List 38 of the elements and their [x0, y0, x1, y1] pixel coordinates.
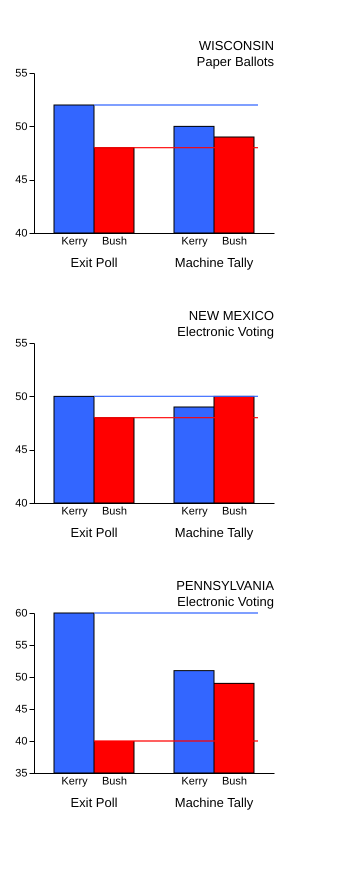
- text: Machine Tally: [174, 255, 254, 270]
- x-tick-label: Kerry: [61, 776, 88, 788]
- chart-title: NEW MEXICO: [188, 308, 274, 323]
- y-tick-label: 50: [15, 120, 28, 133]
- x-tick-label: Bush: [222, 506, 248, 518]
- chart-subtitle: Paper Ballots: [196, 54, 274, 69]
- x-tick-label: Bush: [102, 776, 128, 788]
- x-tick-label: Kerry: [181, 776, 208, 788]
- y-tick-label: 40: [15, 498, 28, 510]
- y-tick-label: 40: [15, 736, 28, 748]
- y-tick-label: 50: [15, 390, 28, 403]
- text: Machine Tally: [174, 795, 254, 810]
- y-tick-label: 40: [15, 228, 28, 240]
- x-tick-label: Bush: [222, 236, 248, 248]
- chart-title: PENNSYLVANIA: [176, 578, 274, 593]
- x-tick-label: Kerry: [61, 236, 88, 248]
- y-tick-label: 35: [15, 768, 28, 780]
- y-tick-label: 55: [15, 640, 28, 652]
- x-tick-label: Bush: [222, 776, 248, 788]
- y-tick-label: 45: [15, 174, 28, 186]
- y-tick-label: 55: [15, 338, 28, 350]
- y-tick-label: 60: [15, 608, 28, 620]
- chart-subtitle: Electronic Voting: [177, 324, 274, 339]
- text: Exit Poll: [70, 525, 118, 540]
- x-tick-label: Kerry: [181, 506, 208, 518]
- y-tick-label: 45: [15, 444, 28, 456]
- y-tick-label: 45: [15, 704, 28, 716]
- text: Exit Poll: [70, 795, 118, 810]
- y-tick-label: 55: [15, 68, 28, 80]
- text: Exit Poll: [70, 255, 118, 270]
- text: Machine Tally: [174, 525, 254, 540]
- x-tick-label: Bush: [102, 236, 128, 248]
- chart-subtitle: Electronic Voting: [177, 594, 274, 609]
- y-tick-label: 50: [15, 672, 28, 684]
- x-tick-label: Kerry: [181, 236, 208, 248]
- chart-title: WISCONSIN: [198, 38, 274, 53]
- x-tick-label: Kerry: [61, 506, 88, 518]
- x-tick-label: Bush: [102, 506, 128, 518]
